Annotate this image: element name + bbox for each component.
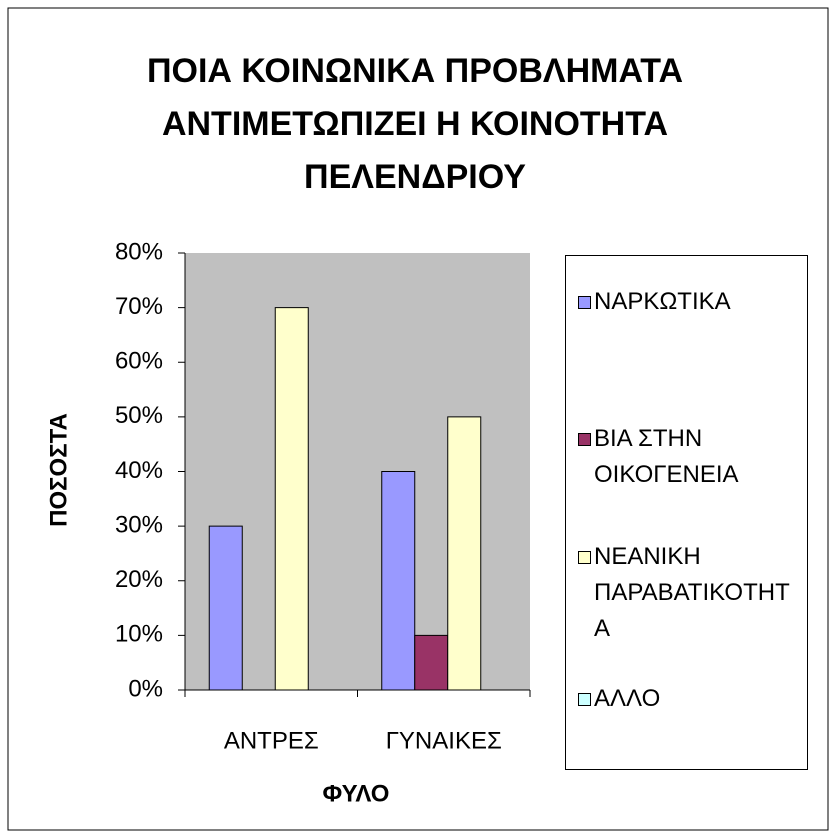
- x-axis-label: ΦΥΛΟ: [323, 780, 390, 807]
- y-tick-label: 50%: [115, 402, 163, 429]
- y-tick-label: 80%: [115, 238, 163, 265]
- y-tick-label: 10%: [115, 621, 163, 648]
- y-tick-label: 30%: [115, 511, 163, 538]
- legend-label: ΝΕΑΝΙΚΗ ΠΑΡΑΒΑΤΙΚΟΤΗΤΑ: [594, 543, 790, 642]
- legend-swatch: [578, 693, 591, 706]
- y-axis-label: ΠΟΣΟΣΤΑ: [45, 413, 72, 527]
- y-tick-label: 60%: [115, 348, 163, 375]
- y-tick-label: 20%: [115, 566, 163, 593]
- legend-entry: ΝΕΑΝΙΚΗ ΠΑΡΑΒΑΤΙΚΟΤΗΤΑ: [578, 539, 803, 647]
- legend-entry: ΝΑΡΚΩΤΙΚΑ: [578, 284, 803, 320]
- legend-label: ΒΙΑ ΣΤΗΝ ΟΙΚΟΓΕΝΕΙΑ: [594, 425, 739, 488]
- x-tick-label: ΑΝΤΡΕΣ: [224, 727, 319, 754]
- y-tick-label: 40%: [115, 457, 163, 484]
- x-tick-label: ΓΥΝΑΙΚΕΣ: [386, 727, 502, 754]
- legend-swatch: [578, 551, 591, 564]
- chart-title: ΠΟΙΑ ΚΟΙΝΩΝΙΚΑ ΠΡΟΒΛΗΜΑΤΑ ΑΝΤΙΜΕΤΩΠΙΖΕΙ …: [146, 52, 683, 196]
- bar: [381, 471, 416, 691]
- legend-entry: ΑΛΛΟ: [578, 681, 803, 717]
- bar: [447, 416, 482, 691]
- bar: [414, 634, 449, 691]
- legend-swatch: [578, 296, 591, 309]
- legend-entry: ΒΙΑ ΣΤΗΝ ΟΙΚΟΓΕΝΕΙΑ: [578, 421, 803, 493]
- y-tick-label: 70%: [115, 293, 163, 320]
- bar: [274, 307, 309, 691]
- y-tick-label: 0%: [128, 675, 163, 702]
- legend-swatch: [578, 433, 591, 446]
- legend: ΝΑΡΚΩΤΙΚΑ ΒΙΑ ΣΤΗΝ ΟΙΚΟΓΕΝΕΙΑ ΝΕΑΝΙΚΗ ΠΑΡΑ…: [565, 255, 808, 770]
- legend-label: ΑΛΛΟ: [594, 685, 661, 712]
- bar: [208, 525, 243, 691]
- legend-label: ΝΑΡΚΩΤΙΚΑ: [594, 288, 731, 315]
